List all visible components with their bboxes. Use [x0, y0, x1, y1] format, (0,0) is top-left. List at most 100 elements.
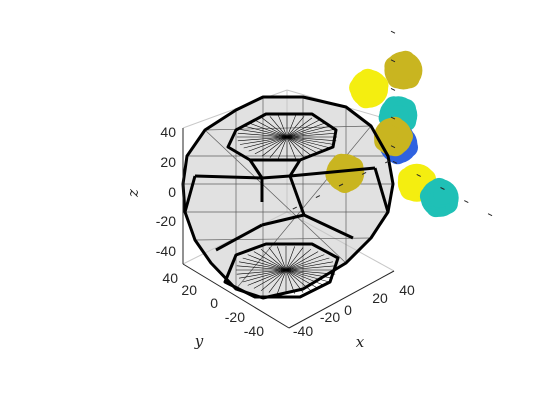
polyhedron-edge	[289, 166, 376, 178]
polyhedron-edge	[183, 175, 197, 213]
bottom-fan-line	[277, 269, 287, 294]
bottom-fan-line	[285, 247, 304, 271]
top-fan-line	[261, 117, 288, 138]
y-tick-mark	[338, 183, 344, 187]
x-tick-mark	[487, 213, 493, 217]
bottom-fan-line	[285, 246, 295, 271]
x-tick-label: -40	[293, 323, 313, 339]
bottom-fan-line	[260, 248, 287, 271]
z-tick-label: -40	[156, 243, 176, 259]
bottom-fan-line	[247, 269, 287, 286]
top-fan-line	[239, 136, 288, 145]
bottom-fan-line	[285, 265, 336, 271]
x-tick-mark	[440, 187, 445, 190]
polyhedron-edge	[261, 174, 291, 180]
bottom-fan-line	[285, 254, 325, 271]
cluster-cyan	[419, 177, 459, 218]
cluster-olive	[325, 153, 365, 193]
x-axis-line	[288, 270, 395, 329]
y-tick-mark	[361, 171, 367, 175]
x-tick-label: 0	[344, 302, 352, 318]
bottom-fan-line	[268, 247, 287, 271]
axes-box-front	[182, 128, 395, 329]
top-fan-line	[286, 136, 305, 158]
data-point	[397, 58, 418, 79]
mesh-line	[235, 125, 372, 290]
polyhedron-edge	[215, 223, 263, 252]
x-axis-label: x	[356, 333, 365, 351]
polyhedron-edge	[288, 159, 302, 177]
top-fan-line	[269, 136, 288, 158]
top-fan-line	[278, 115, 288, 138]
bottom-fan-line	[285, 269, 325, 286]
polyhedron-faces	[183, 97, 393, 298]
bottom-fan-line	[285, 269, 319, 289]
polyhedron-edge	[373, 167, 390, 213]
z-tick-mark	[390, 87, 396, 91]
top-fan-line	[254, 119, 288, 138]
bottom-fan-line	[260, 269, 287, 292]
top-fan-line	[286, 136, 320, 155]
bottom-fan-line	[238, 269, 287, 279]
polyhedron-edge	[303, 213, 354, 240]
z-axis-label: z	[124, 189, 142, 198]
top-fan-line	[286, 119, 320, 138]
top-fan-line	[286, 116, 305, 138]
y-tick-mark	[292, 206, 298, 210]
z-tick-label: 0	[168, 184, 176, 200]
bottom-fan-line	[247, 254, 287, 271]
bottom-fan-line	[285, 257, 330, 271]
mesh-line	[204, 125, 372, 131]
bottom-fan-line	[285, 269, 330, 283]
z-tick-label: 40	[160, 124, 176, 140]
top-fan-line	[286, 136, 337, 142]
z-tick-mark	[390, 116, 396, 120]
bottom-fan-line	[277, 246, 287, 271]
data-point	[433, 184, 454, 205]
top-fan-line	[237, 132, 288, 138]
top-fan-line	[254, 136, 288, 155]
cluster-olive	[384, 50, 423, 90]
y-tick-label: -20	[225, 309, 245, 325]
y-tick-label: 40	[162, 270, 178, 286]
top-fan-line	[261, 136, 288, 157]
data-point	[340, 164, 361, 185]
polyhedron-edge	[248, 159, 264, 179]
top-fan-line	[286, 132, 337, 138]
top-fan-line	[286, 117, 313, 138]
top-fan-line	[278, 136, 288, 159]
mesh-line	[194, 237, 372, 241]
y-axis-label: y	[194, 332, 204, 350]
polyhedron-edge	[194, 174, 263, 180]
cluster-yellow	[349, 68, 389, 109]
bottom-fan-line	[285, 248, 312, 271]
x-tick-mark	[392, 160, 398, 164]
top-fan-line	[248, 136, 288, 152]
x-tick-mark	[464, 200, 469, 204]
y-tick-labels: 40 20 0 -20 -40	[162, 270, 264, 339]
polyhedron-edge	[288, 175, 306, 216]
bottom-fan-line	[242, 257, 287, 271]
top-fan-line	[286, 125, 331, 138]
top-face-edge	[226, 112, 338, 162]
z-tick-labels: 40 20 0 -20 -40	[156, 124, 176, 259]
data-point	[406, 167, 426, 188]
bottom-fan-line	[285, 261, 334, 271]
top-fan-line	[269, 116, 288, 138]
y-tick-mark	[315, 195, 321, 199]
polyhedron-fans	[236, 115, 337, 294]
z-tick-label: 20	[160, 154, 176, 170]
x-tick-label: 20	[372, 290, 388, 306]
y-axis-line	[182, 263, 290, 329]
axis-ticks	[292, 30, 493, 217]
top-fan-line	[286, 122, 326, 138]
bottom-fan-line	[236, 265, 287, 271]
top-fan-line	[286, 136, 331, 149]
z-tick-mark	[390, 59, 396, 63]
polyhedron-body	[183, 97, 393, 298]
bottom-fan-line	[242, 269, 287, 283]
top-fan-line	[286, 136, 335, 145]
x-tick-mark	[416, 173, 421, 177]
bottom-fan-line	[236, 269, 287, 275]
